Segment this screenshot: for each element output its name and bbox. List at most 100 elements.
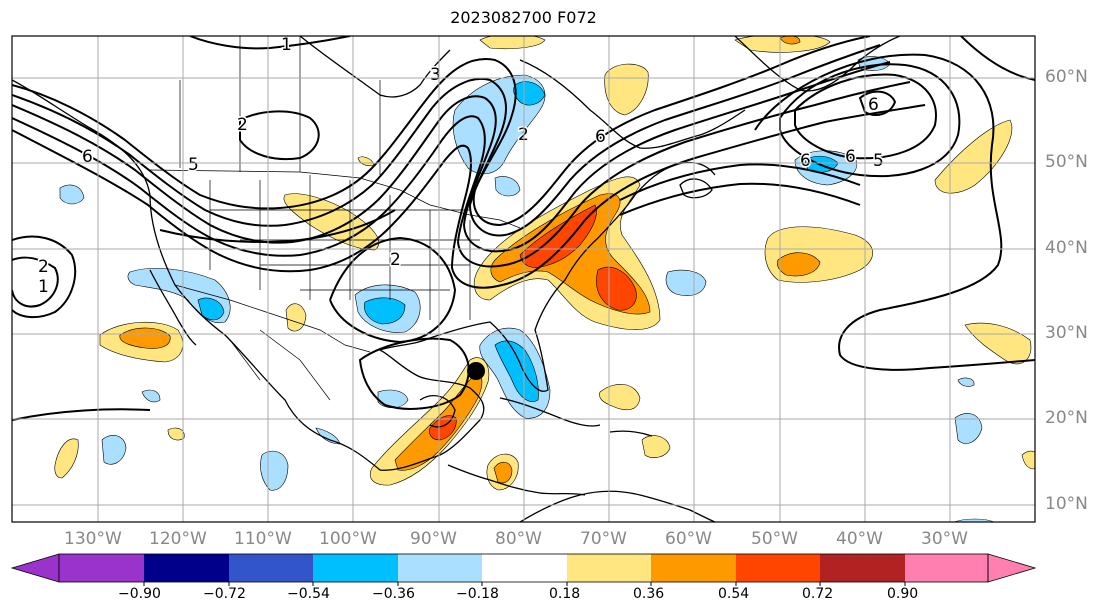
contour-label: 1: [281, 35, 292, 55]
map-title: 2023082700 F072: [450, 8, 597, 27]
lon-label: 130°W: [64, 529, 122, 549]
negative-anomaly-region: [101, 435, 127, 465]
lon-label: 120°W: [149, 529, 207, 549]
colorbar-segment: [820, 554, 905, 582]
colorbar-extend-max: [987, 553, 1037, 583]
contour-line: [779, 63, 961, 178]
colorbar: [10, 553, 1037, 586]
negative-anomaly-region: [377, 389, 409, 409]
lat-label: 60°N: [1045, 67, 1088, 87]
lon-label: 100°W: [319, 529, 377, 549]
negative-anomaly-region: [141, 389, 161, 403]
graticule: [12, 36, 1035, 522]
lon-label: 60°W: [665, 529, 712, 549]
colorbar-tick-label: −0.54: [287, 586, 330, 602]
contour-line: [329, 236, 457, 344]
map-frame: [11, 35, 1036, 523]
contour-line: [858, 90, 897, 116]
contour-label: 2: [38, 257, 49, 277]
colorbar-tick-label: 0.18: [549, 586, 581, 602]
colorbar-segment: [905, 554, 988, 582]
colorbar-tick-label: −0.90: [118, 586, 161, 602]
contour-line: [619, 163, 861, 201]
coastline-newfoundland: [679, 178, 713, 199]
mexico-borders: [229, 329, 331, 401]
negative-anomaly-region: [954, 413, 983, 444]
lon-label: 80°W: [495, 529, 542, 549]
negative-anomaly-region: [197, 297, 225, 321]
colorbar-outline: [58, 553, 989, 583]
contour-line: [12, 61, 891, 253]
positive-anomaly-region: [734, 36, 831, 53]
negative-anomaly-region: [364, 297, 406, 325]
coastline-south-america: [519, 490, 716, 522]
lon-label: 110°W: [234, 529, 292, 549]
lat-label: 20°N: [1045, 408, 1088, 428]
contour-label: 2: [237, 115, 248, 135]
contour-line: [159, 209, 396, 243]
contour-label: 6: [800, 151, 811, 171]
lat-label: 10°N: [1045, 494, 1088, 514]
contour-label: 6: [82, 147, 93, 167]
coastline-cuba: [499, 397, 601, 427]
contour-line: [12, 256, 59, 308]
positive-anomaly-region: [1021, 450, 1035, 470]
positive-anomaly-region: [370, 357, 490, 486]
coastline-baja: [149, 269, 197, 346]
contour-label: 6: [845, 147, 856, 167]
colorbar-segment: [651, 554, 736, 582]
contour-line: [12, 36, 871, 227]
coastline-hispaniola: [609, 430, 653, 437]
colorbar-tick-label: −0.36: [372, 586, 415, 602]
lon-label: 50°W: [751, 529, 798, 549]
positive-anomaly-region: [596, 266, 637, 311]
positive-anomaly-region: [599, 384, 641, 411]
lat-label: 40°N: [1045, 238, 1088, 258]
lat-label: 50°N: [1045, 152, 1088, 172]
contour-line: [619, 182, 861, 216]
province-borders: [179, 36, 381, 175]
colorbar-tick-label: −0.72: [203, 586, 246, 602]
negative-anomaly-region: [494, 176, 521, 197]
lon-label: 30°W: [921, 529, 968, 549]
storm-center-marker: [467, 362, 485, 380]
contour-label: 6: [595, 127, 606, 147]
contour-line: [754, 53, 1035, 371]
contour-line: [12, 408, 151, 421]
colorbar-segment: [313, 554, 398, 582]
colorbar-tick-label: −0.18: [456, 586, 499, 602]
contour-label: 2: [390, 250, 401, 270]
colorbar-segment: [144, 554, 229, 582]
negative-anomaly-region: [260, 450, 289, 491]
contour-line: [189, 36, 351, 50]
contour-label: 5: [188, 155, 199, 175]
colorbar-segment: [567, 554, 651, 582]
positive-anomaly-region: [167, 427, 185, 441]
contour-line: [12, 235, 77, 318]
colorbar-extend-min: [10, 553, 60, 583]
contour-line: [12, 104, 926, 289]
lat-label: 30°N: [1045, 323, 1088, 343]
negative-anomaly-region: [494, 340, 539, 402]
negative-anomaly-region: [513, 81, 546, 106]
coastline-hudson-bay: [299, 36, 451, 98]
contour-label: 5: [873, 151, 884, 171]
positive-anomaly-region: [519, 204, 597, 268]
colorbar-tick-label: 0.54: [718, 586, 750, 602]
positive-anomaly-region: [54, 438, 79, 479]
positive-anomaly-region: [493, 461, 513, 484]
lon-label: 40°W: [836, 529, 883, 549]
colorbar-segment: [482, 554, 567, 582]
political-borders: [149, 36, 521, 401]
contour-lines: [12, 36, 1035, 421]
colorbar-segment: [398, 554, 482, 582]
colorbar-tick-label: 0.72: [802, 586, 834, 602]
coastline-central-america: [447, 464, 586, 496]
us-mexico-border: [174, 284, 371, 353]
positive-anomaly-region: [119, 327, 171, 349]
colorbar-segment: [229, 554, 313, 582]
contour-label: 2: [518, 125, 529, 145]
negative-anomaly-region: [957, 377, 975, 387]
colorbar-segment: [736, 554, 820, 582]
